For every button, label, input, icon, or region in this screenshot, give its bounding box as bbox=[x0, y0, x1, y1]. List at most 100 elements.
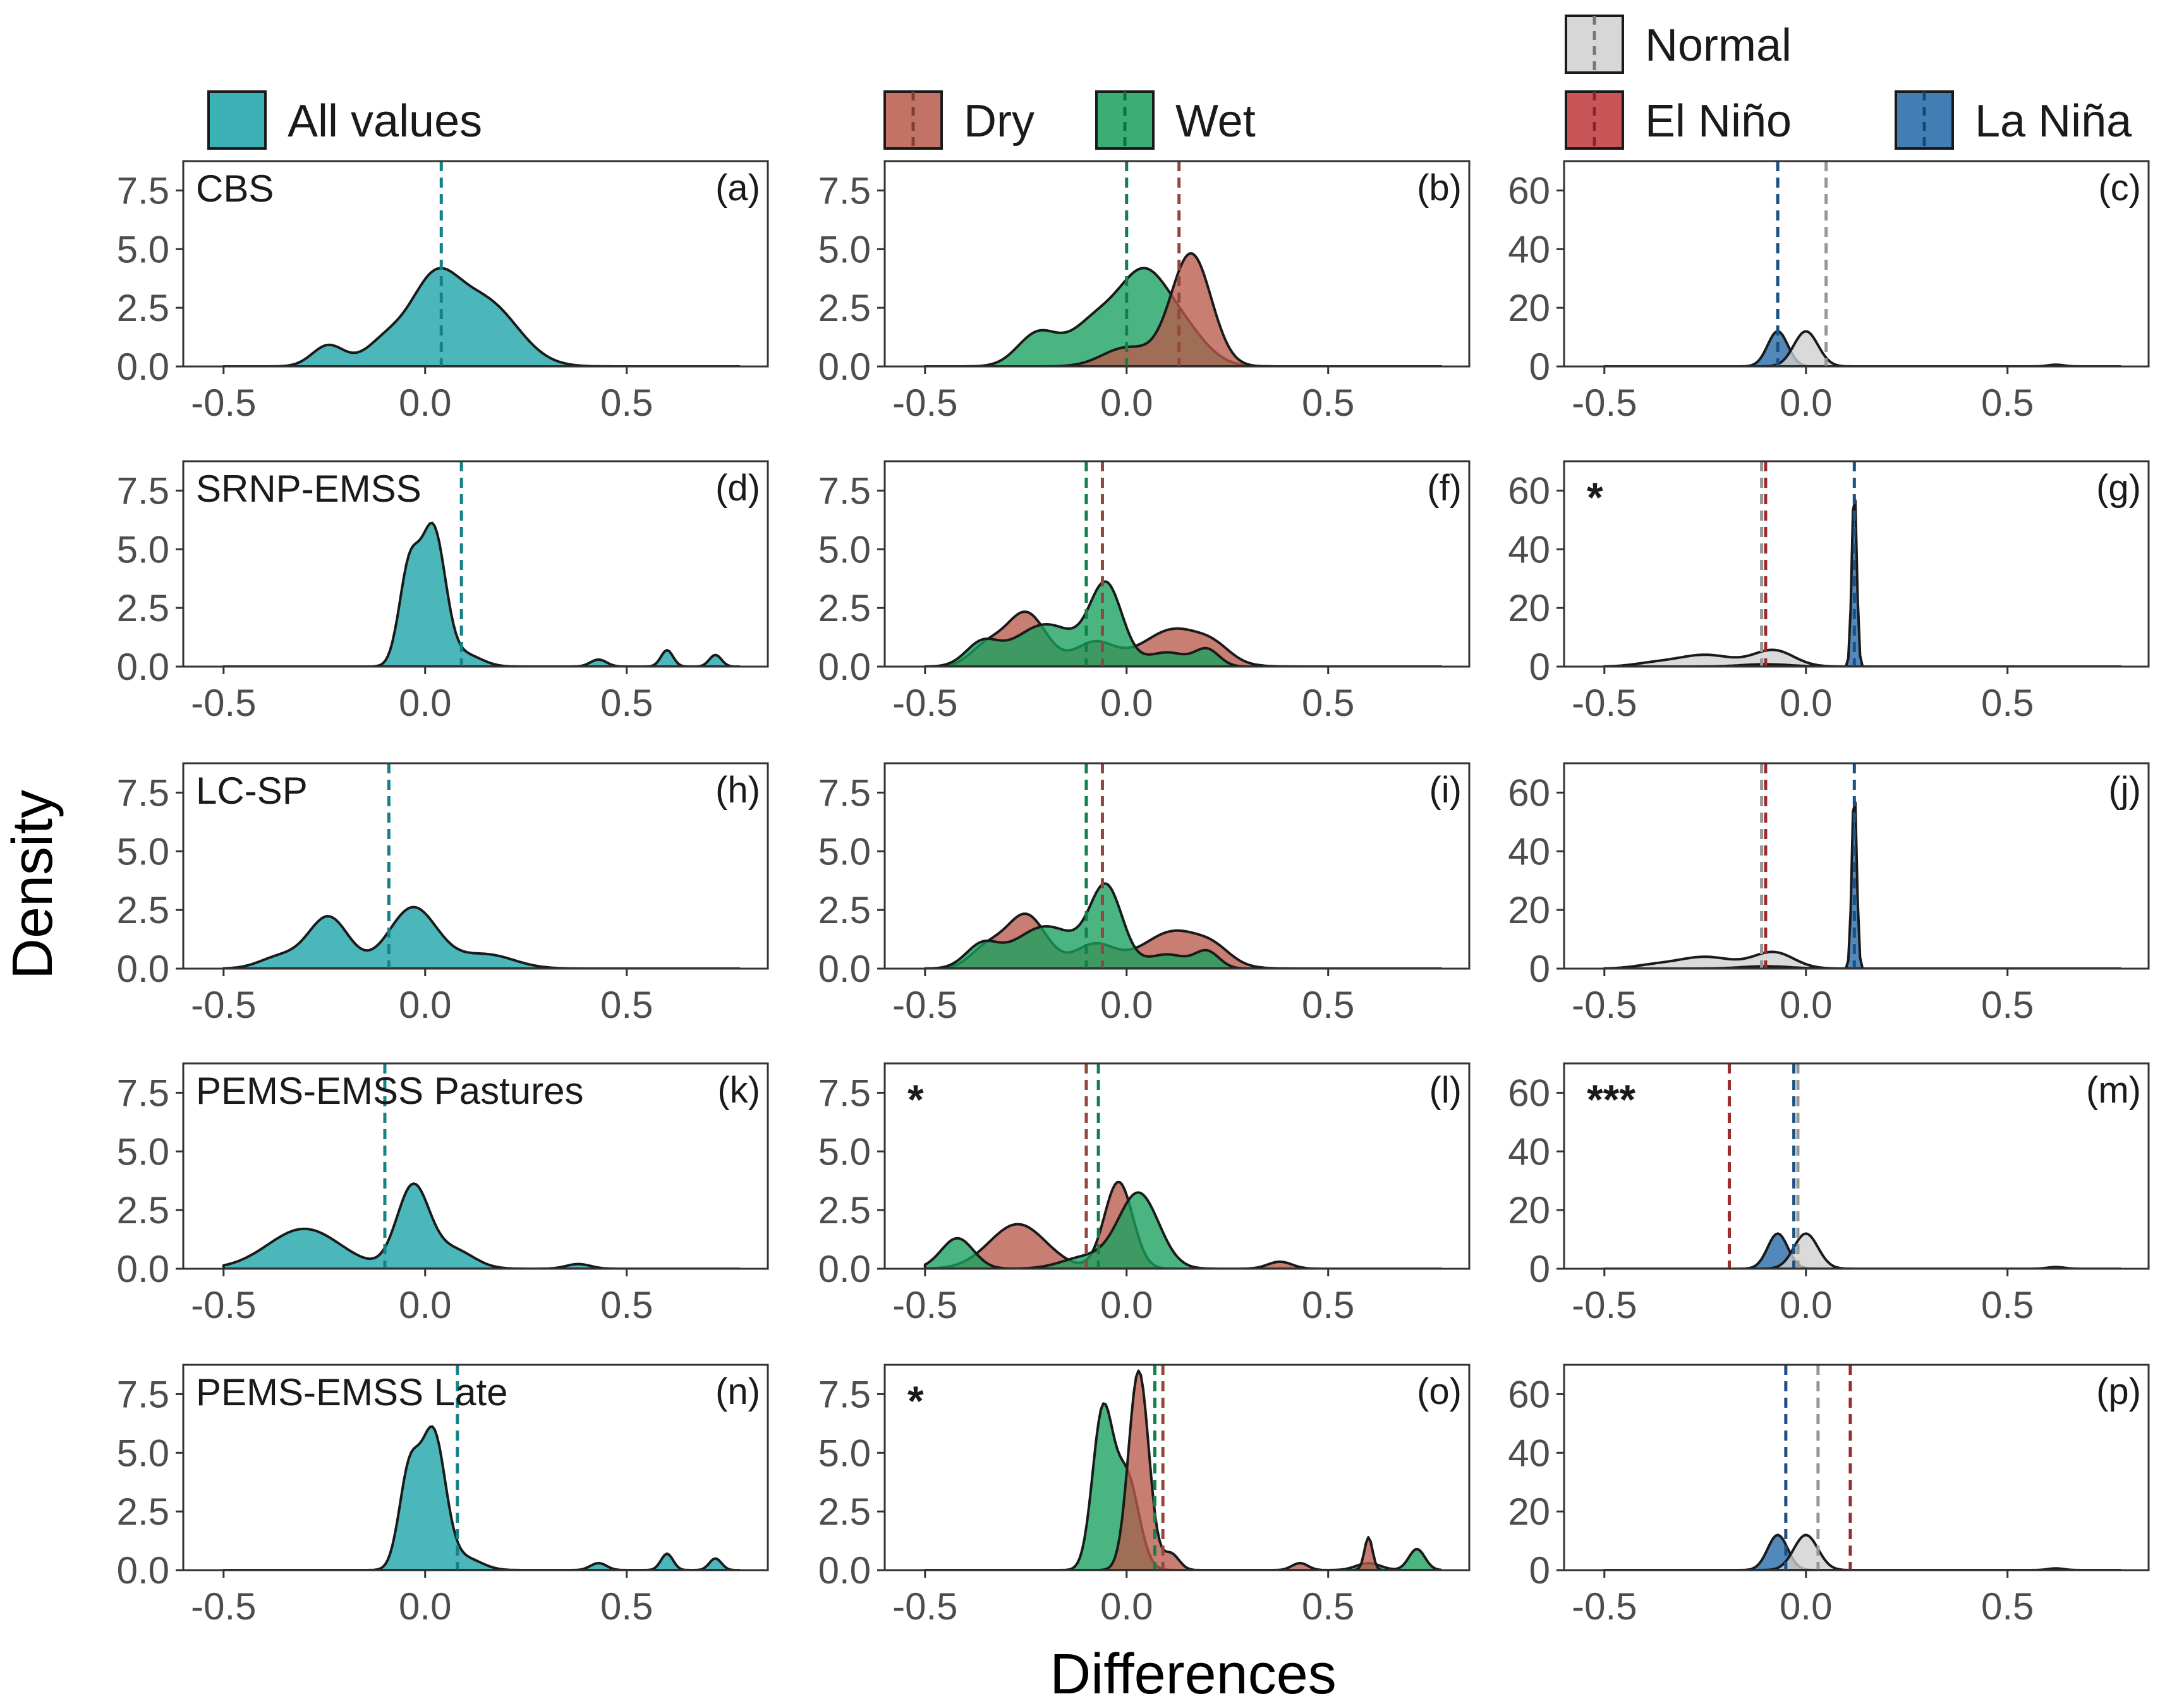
x-tick-label: 0.0 bbox=[1100, 1284, 1153, 1326]
x-tick-label: 0.5 bbox=[600, 1284, 653, 1326]
y-tick-label: 2.5 bbox=[818, 1491, 871, 1533]
x-tick-label: 0.5 bbox=[1302, 1284, 1354, 1326]
panel-label: (f) bbox=[1427, 468, 1462, 509]
density-normal bbox=[1603, 950, 2122, 969]
panel-label: (l) bbox=[1429, 1070, 1462, 1111]
legend-label-la-nina: La Niña bbox=[1975, 96, 2132, 147]
panel-label: (n) bbox=[715, 1371, 760, 1412]
x-tick-label: 0.0 bbox=[1100, 1585, 1153, 1628]
panel-label: (k) bbox=[717, 1070, 760, 1111]
panel-border bbox=[883, 160, 1471, 368]
y-tick-label: 5.0 bbox=[818, 1130, 871, 1173]
x-tick-label: 0.0 bbox=[1780, 1284, 1832, 1326]
panel-label: (o) bbox=[1417, 1371, 1462, 1412]
y-tick-label: 2.5 bbox=[818, 587, 871, 629]
panel-label: (m) bbox=[2086, 1070, 2141, 1111]
y-tick-label: 0.0 bbox=[117, 346, 169, 388]
x-tick-label: 0.5 bbox=[600, 382, 653, 424]
panel-background bbox=[183, 461, 768, 667]
panel-l: 0.0 2.5 5.0 7.5 -0.5 0.0 0.5 (l) * bbox=[818, 1062, 1471, 1326]
y-tick-label: 60 bbox=[1508, 1373, 1550, 1415]
panel-border bbox=[1563, 460, 2150, 668]
density-normal bbox=[1603, 648, 2122, 667]
y-tick-label: 2.5 bbox=[818, 287, 871, 329]
y-tick-label: 5.0 bbox=[117, 528, 169, 571]
significance-marker: *** bbox=[1587, 1076, 1635, 1123]
plot-area bbox=[222, 1063, 741, 1269]
y-tick-label: 60 bbox=[1508, 1072, 1550, 1114]
plot-area bbox=[923, 161, 1443, 366]
legend-label-normal: Normal bbox=[1645, 20, 1792, 71]
y-tick-label: 0 bbox=[1529, 948, 1550, 990]
site-label: SRNP-EMSS bbox=[196, 468, 422, 510]
panel-f: 0.0 2.5 5.0 7.5 -0.5 0.0 0.5 (f) bbox=[818, 460, 1471, 724]
density-all-values bbox=[222, 1182, 741, 1269]
plot-area bbox=[222, 161, 741, 366]
y-tick-label: 0 bbox=[1529, 1248, 1550, 1290]
panel-g: 0 20 40 60 -0.5 0.0 0.5 (g) * bbox=[1508, 460, 2150, 724]
panels: 0.0 2.5 5.0 7.5 -0.5 0.0 0.5 (a) CBS 0.0 2.5 5.0 7.5… bbox=[117, 160, 2150, 1628]
panel-border bbox=[1563, 1364, 2150, 1571]
panel-background bbox=[183, 1365, 768, 1570]
plot-area bbox=[923, 763, 1443, 969]
y-tick-label: 60 bbox=[1508, 469, 1550, 512]
x-tick-label: 0.5 bbox=[1302, 682, 1354, 724]
y-tick-label: 40 bbox=[1508, 1432, 1550, 1474]
x-tick-label: -0.5 bbox=[191, 682, 256, 724]
x-tick-label: 0.0 bbox=[399, 1585, 451, 1628]
plot-area bbox=[923, 461, 1443, 667]
panel-background bbox=[1564, 1063, 2149, 1269]
density-all-values bbox=[222, 905, 741, 969]
panel-border bbox=[883, 1364, 1471, 1571]
y-tick-label: 5.0 bbox=[117, 1432, 169, 1474]
x-tick-label: 0.0 bbox=[1780, 382, 1832, 424]
y-tick-label: 0.0 bbox=[117, 646, 169, 688]
panel-k: 0.0 2.5 5.0 7.5 -0.5 0.0 0.5 (k) PEMS-EMSS Pastu… bbox=[117, 1062, 769, 1326]
panel-label: (a) bbox=[715, 167, 760, 209]
x-tick-label: -0.5 bbox=[892, 1284, 957, 1326]
significance-marker: * bbox=[907, 1377, 924, 1424]
x-tick-label: 0.5 bbox=[1981, 682, 2034, 724]
panel-b: 0.0 2.5 5.0 7.5 -0.5 0.0 0.5 (b) bbox=[818, 160, 1471, 424]
significance-marker: * bbox=[1587, 474, 1603, 521]
panel-border bbox=[182, 1062, 769, 1270]
y-tick-label: 0.0 bbox=[117, 948, 169, 990]
y-tick-label: 20 bbox=[1508, 1491, 1550, 1533]
panel-background bbox=[885, 1063, 1469, 1269]
x-tick-label: -0.5 bbox=[1572, 382, 1637, 424]
y-tick-label: 5.0 bbox=[818, 528, 871, 571]
y-tick-label: 5.0 bbox=[818, 228, 871, 270]
y-tick-label: 40 bbox=[1508, 228, 1550, 270]
x-tick-label: -0.5 bbox=[1572, 682, 1637, 724]
x-tick-label: 0.5 bbox=[1302, 984, 1354, 1026]
panel-background bbox=[183, 1063, 768, 1269]
site-label: CBS bbox=[196, 167, 274, 210]
panel-label: (g) bbox=[2096, 468, 2141, 509]
y-tick-label: 60 bbox=[1508, 771, 1550, 814]
x-tick-label: 0.5 bbox=[1981, 1585, 2034, 1628]
density-all-values bbox=[222, 521, 741, 667]
site-label: LC-SP bbox=[196, 770, 308, 812]
legends: All values Dry Wet Normal El Niño La Niña bbox=[207, 15, 2132, 150]
panel-h: 0.0 2.5 5.0 7.5 -0.5 0.0 0.5 (h) LC-SP bbox=[117, 762, 769, 1026]
x-tick-label: 0.5 bbox=[1981, 984, 2034, 1026]
y-tick-label: 5.0 bbox=[117, 830, 169, 873]
panel-border bbox=[182, 160, 769, 368]
density-wet bbox=[923, 580, 1443, 667]
y-tick-label: 5.0 bbox=[117, 228, 169, 270]
x-tick-label: 0.0 bbox=[399, 682, 451, 724]
panel-background bbox=[183, 763, 768, 969]
x-tick-label: 0.0 bbox=[1100, 382, 1153, 424]
y-tick-label: 7.5 bbox=[818, 1072, 871, 1114]
y-tick-label: 20 bbox=[1508, 1189, 1550, 1231]
x-tick-label: 0.0 bbox=[1780, 682, 1832, 724]
x-tick-label: 0.0 bbox=[1780, 1585, 1832, 1628]
significance-marker: * bbox=[907, 1076, 924, 1123]
panel-border bbox=[182, 1364, 769, 1571]
y-tick-label: 20 bbox=[1508, 587, 1550, 629]
y-tick-label: 7.5 bbox=[117, 1373, 169, 1415]
y-tick-label: 60 bbox=[1508, 169, 1550, 212]
panel-label: (j) bbox=[2108, 770, 2141, 811]
panel-label: (h) bbox=[715, 770, 760, 811]
